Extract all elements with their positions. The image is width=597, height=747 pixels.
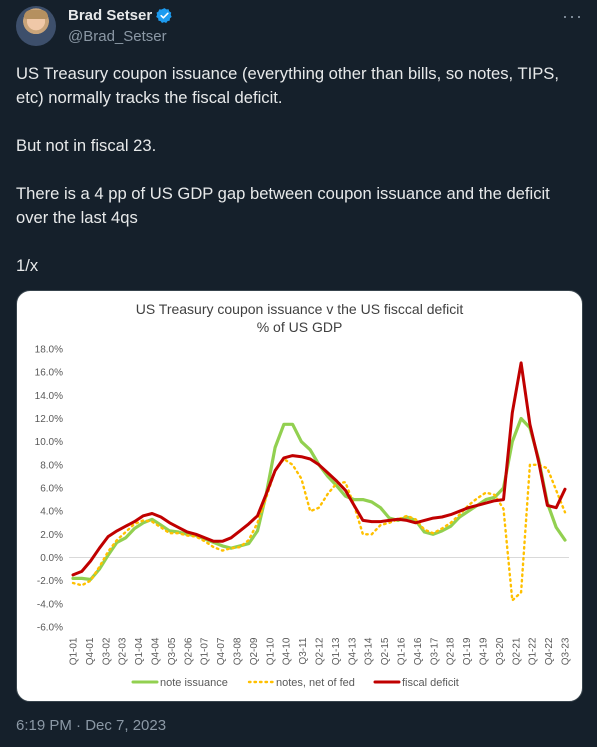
tweet-timestamp[interactable]: 6:19 PM · Dec 7, 2023 [16,717,167,734]
y-tick-label: 16.0% [35,368,63,379]
chart-image[interactable]: US Treasury coupon issuance v the US fis… [16,290,583,702]
x-tick-label: Q3-20 [495,637,506,665]
x-tick-label: Q3-05 [167,637,178,665]
y-tick-label: 14.0% [35,391,63,402]
y-tick-label: 12.0% [35,414,63,425]
y-tick-label: -2.0% [37,576,63,587]
x-tick-label: Q2-18 [446,637,457,665]
x-tick-label: Q4-01 [85,637,96,665]
y-tick-label: 6.0% [40,484,63,495]
x-tick-label: Q1-19 [462,637,473,665]
x-tick-label: Q3-11 [298,637,309,664]
y-tick-label: 2.0% [40,530,63,541]
legend-label: notes, net of fed [276,677,355,689]
y-tick-label: 18.0% [35,345,63,356]
tweet-paragraph: 1/x [16,256,39,275]
x-tick-label: Q4-10 [282,637,293,665]
x-tick-label: Q2-03 [118,637,129,665]
y-tick-label: 0.0% [40,553,63,564]
tweet-paragraph: There is a 4 pp of US GDP gap between co… [16,184,550,227]
series-line-fiscal-deficit [71,361,567,577]
author-handle[interactable]: @Brad_Setser [68,28,167,45]
author-name-row[interactable]: Brad Setser [68,7,173,24]
x-tick-label: Q2-15 [380,637,391,665]
legend-label: note issuance [160,677,228,689]
x-tick-label: Q2-12 [315,637,326,665]
legend-label: fiscal deficit [402,677,459,689]
x-tick-label: Q1-10 [265,637,276,665]
author-name[interactable]: Brad Setser [68,7,153,24]
x-tick-label: Q1-04 [134,637,145,665]
x-tick-label: Q4-16 [413,637,424,665]
x-tick-label: Q1-01 [69,637,80,665]
x-tick-label: Q1-16 [397,637,408,665]
x-tick-label: Q3-08 [233,637,244,665]
x-tick-label: Q4-19 [479,637,490,665]
x-tick-label: Q1-13 [331,637,342,665]
line-chart: 18.0% 16.0% 14.0% 12.0% 10.0% 8.0% 6.0% 4.0% 2.0… [35,345,572,690]
x-tick-label: Q3-17 [429,637,440,665]
y-tick-label: 8.0% [40,460,63,471]
x-tick-label: Q1-22 [528,637,539,665]
more-options-icon[interactable]: ··· [562,6,583,26]
y-tick-label: 10.0% [35,437,63,448]
tweet-text: US Treasury coupon issuance (everything … [16,62,581,302]
x-tick-label: Q4-22 [544,637,555,665]
tweet-paragraph: But not in fiscal 23. [16,136,157,155]
chart-title: US Treasury coupon issuance v the US fis… [135,301,464,317]
series-line-note-issuance [71,416,567,582]
x-tick-label: Q1-07 [200,637,211,665]
y-tick-label: -4.0% [37,599,63,610]
x-tick-label: Q4-07 [216,637,227,665]
author-avatar[interactable] [16,6,56,46]
y-tick-label: 4.0% [40,507,63,518]
x-tick-label: Q2-06 [183,637,194,665]
chart-subtitle: % of US GDP [256,319,343,335]
verified-badge-icon [156,8,172,24]
x-tick-label: Q2-09 [249,637,260,665]
series-line-notes-net-of-fed [71,457,567,602]
x-tick-label: Q3-23 [561,637,572,665]
x-tick-label: Q4-13 [347,637,358,665]
x-tick-label: Q3-02 [101,637,112,665]
x-tick-label: Q3-14 [364,637,375,665]
x-tick-label: Q4-04 [151,637,162,665]
x-tick-label: Q2-21 [511,637,522,665]
y-tick-label: -6.0% [37,623,63,634]
tweet-paragraph: US Treasury coupon issuance (everything … [16,64,559,107]
